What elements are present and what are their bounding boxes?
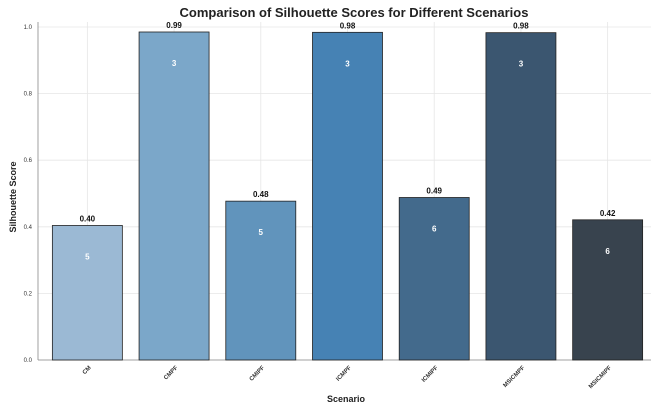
bar-inner-label: 5	[85, 252, 90, 261]
y-tick-label: 0.8	[24, 92, 33, 98]
bar-inner-label: 3	[172, 59, 177, 68]
bar-value-label: 0.98	[340, 21, 356, 30]
bar-inner-label: 3	[519, 60, 524, 69]
x-tick-label: CMPF	[163, 365, 179, 381]
bar-icmipf	[398, 197, 470, 361]
bar-icmpf	[312, 31, 383, 361]
bars: 0.40 5 0.99 3 0.48 5 0.98 3 0.49 6 0.98 3 0.42 6	[51, 21, 644, 361]
x-tick-label: MSICMIPF	[588, 365, 613, 390]
bar-cmpf	[138, 31, 210, 361]
bar-inner-label: 3	[345, 59, 350, 68]
y-tick-label: 1.0	[24, 25, 33, 31]
bar-value-label: 0.42	[600, 209, 616, 218]
y-tick-label: 0.0	[24, 358, 33, 364]
x-tick-label: CMIPF	[249, 365, 267, 383]
bar-value-label: 0.99	[166, 21, 182, 30]
bar-msicmipf	[572, 219, 644, 361]
y-tick-label: 0.6	[24, 158, 33, 164]
bar-inner-label: 5	[259, 228, 264, 237]
bar-value-label: 0.40	[80, 214, 96, 223]
bar-inner-label: 6	[605, 247, 610, 256]
bar-cm	[51, 225, 123, 361]
bar-value-label: 0.98	[513, 22, 529, 31]
bar-value-label: 0.48	[253, 190, 269, 199]
x-tick-label: ICMIPF	[421, 365, 440, 384]
x-tick-label: MSICMPF	[503, 365, 527, 389]
y-tick-label: 0.2	[24, 291, 33, 297]
bar-inner-label: 6	[432, 224, 437, 233]
x-tick-label: ICMPF	[335, 365, 353, 383]
x-tick-label: CM	[82, 365, 93, 376]
x-axis-ticks: CM CMPF CMIPF ICMPF ICMIPF MSICMPF MSICMIPF	[82, 365, 613, 390]
y-tick-label: 0.4	[24, 225, 33, 231]
bar-value-label: 0.49	[426, 186, 442, 195]
y-axis-ticks: 0.0 0.2 0.4 0.6 0.8 1.0	[24, 25, 33, 364]
y-axis-label: Silhouette Score	[8, 161, 18, 232]
bar-cmipf	[225, 200, 297, 361]
bar-msicmpf	[485, 32, 557, 361]
x-axis-label: Scenario	[327, 394, 366, 404]
chart-title: Comparison of Silhouette Scores for Diff…	[180, 5, 529, 20]
